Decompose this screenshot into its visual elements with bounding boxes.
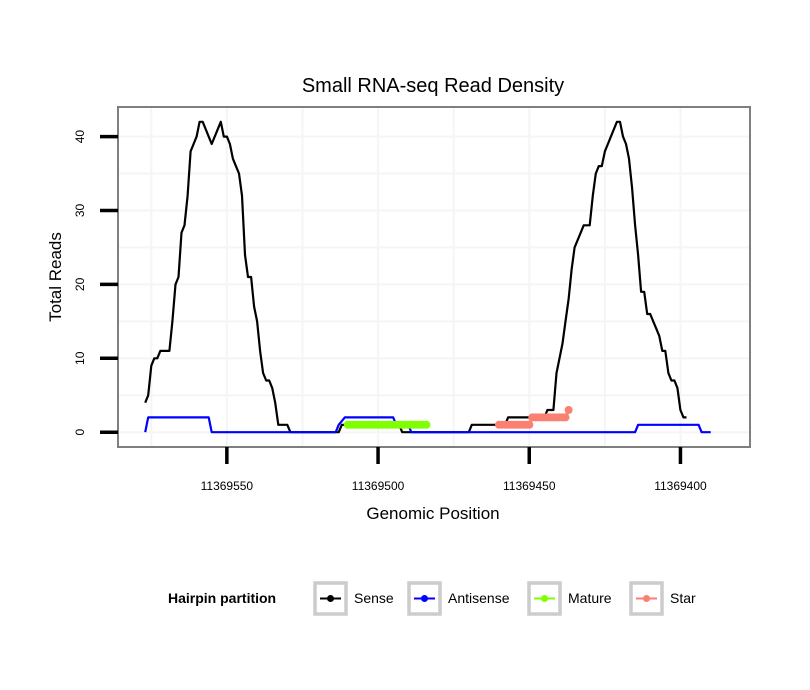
- data-point: [422, 420, 431, 429]
- plot-panel: [117, 106, 751, 448]
- panel-border: [117, 106, 751, 448]
- legend-label: Mature: [568, 590, 612, 606]
- series-sense: [144, 120, 687, 434]
- panel-background: [118, 107, 750, 447]
- series-mature: [343, 420, 431, 429]
- legend: Hairpin partition Sense Antisense Mature St…: [168, 581, 696, 616]
- y-tick-label: 0: [73, 429, 87, 436]
- legend-title: Hairpin partition: [168, 590, 276, 606]
- legend-key-point: [421, 595, 428, 602]
- legend-label: Antisense: [448, 590, 510, 606]
- x-tick-label: 11369500: [352, 479, 405, 493]
- data-point: [564, 406, 573, 414]
- series-line-antisense: [144, 416, 711, 434]
- x-tick-label: 11369550: [201, 479, 254, 493]
- series-antisense: [144, 416, 711, 434]
- legend-item-sense: Sense: [313, 581, 394, 616]
- y-axis-title: Total Reads: [46, 232, 65, 322]
- data-point: [561, 413, 570, 422]
- series-star: [495, 406, 573, 429]
- chart-title: Small RNA-seq Read Density: [302, 75, 564, 97]
- y-tick-label: 30: [73, 203, 87, 217]
- y-axis: 0 10 20 30 40: [73, 130, 118, 436]
- legend-item-star: Star: [629, 581, 696, 616]
- legend-item-mature: Mature: [527, 581, 612, 616]
- legend-label: Star: [670, 590, 696, 606]
- legend-key-point: [327, 595, 334, 602]
- y-tick-label: 40: [73, 130, 87, 144]
- y-tick-label: 20: [73, 277, 87, 291]
- x-tick-label: 11369450: [503, 479, 556, 493]
- data-point: [525, 420, 534, 429]
- legend-item-antisense: Antisense: [407, 581, 510, 616]
- legend-key-point: [541, 595, 548, 602]
- x-axis-title: Genomic Position: [366, 504, 499, 523]
- series-layer: [144, 120, 711, 434]
- y-tick-label: 10: [73, 351, 87, 365]
- x-tick-label: 11369400: [654, 479, 707, 493]
- x-axis: 11369550 11369500 11369450 11369400: [201, 447, 707, 493]
- legend-key-point: [643, 595, 650, 602]
- series-line-sense: [144, 120, 687, 434]
- legend-items: Sense Antisense Mature Star: [313, 581, 696, 616]
- legend-label: Sense: [354, 590, 394, 606]
